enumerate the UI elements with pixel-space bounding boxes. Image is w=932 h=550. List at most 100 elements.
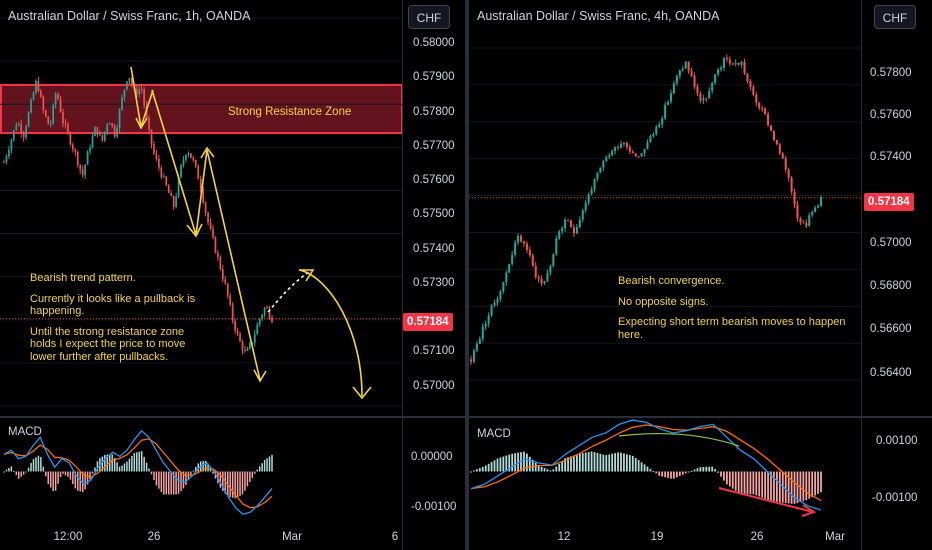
candle-up (116, 128, 118, 137)
candle-up (187, 153, 190, 155)
candle-up (35, 80, 37, 93)
candle-down (3, 162, 5, 164)
candle-down (764, 108, 767, 114)
candle-up (734, 62, 737, 65)
projection-arrow-curve (299, 269, 363, 397)
candle-up (599, 167, 602, 173)
left-chart-panel[interactable]: Australian Dollar / Swiss Franc, 1h, OAN… (0, 0, 465, 550)
macd-histogram-bar-up (696, 468, 699, 472)
candle-up (32, 92, 35, 100)
macd-histogram-bar-down (77, 471, 79, 491)
arrow-head (352, 386, 372, 400)
left-chart-canvas[interactable] (0, 0, 465, 550)
candle-down (96, 127, 99, 136)
macd-histogram-bar-down (74, 471, 77, 489)
macd-histogram-bar-up (552, 469, 555, 472)
candle-up (182, 160, 185, 165)
left-pane-separator[interactable] (0, 416, 465, 418)
macd-histogram-bar-up (476, 469, 478, 472)
right-price-axis[interactable]: 0.57800 0.57600 0.57400 0.57000 0.56800 … (861, 0, 932, 550)
macd-histogram-bar-up (478, 468, 481, 472)
candle-down (59, 98, 62, 113)
candle-up (126, 81, 128, 90)
macd-histogram-bar-down (49, 471, 52, 488)
candle-down (693, 75, 696, 87)
right-chart-canvas[interactable] (469, 0, 932, 550)
macd-histogram-bar-up (268, 456, 271, 472)
macd-histogram-bar-down (743, 471, 746, 495)
candle-up (681, 68, 684, 71)
arrow-head (186, 223, 203, 238)
macd-histogram-bar-up (487, 463, 490, 472)
candle-up (103, 131, 106, 141)
candle-down (525, 243, 528, 250)
candle-up (675, 75, 678, 84)
candle-up (261, 314, 264, 319)
macd-histogram-bar-down (89, 471, 91, 480)
macd-histogram-bar-up (555, 466, 558, 472)
candle-down (113, 126, 116, 137)
candle-up (5, 156, 8, 163)
candle-down (772, 130, 775, 141)
note-line: Until the strong resistance zone holds I… (30, 325, 186, 363)
candle-up (740, 61, 743, 65)
candle-down (231, 304, 234, 321)
candle-down (71, 144, 74, 150)
right-macd-label[interactable]: MACD (477, 428, 511, 440)
macd-histogram-bar-down (678, 471, 681, 477)
arrow-head (801, 504, 817, 517)
macd-histogram-bar-down (758, 471, 761, 497)
candle-down (150, 129, 153, 144)
macd-histogram-bar-up (620, 452, 622, 472)
macd-histogram-bar-down (236, 471, 239, 498)
macd-histogram-bar-up (126, 461, 128, 472)
macd-histogram-bar-down (64, 471, 67, 476)
candle-down (57, 93, 59, 99)
arrow-head (299, 269, 315, 282)
right-currency-button[interactable]: CHF (874, 5, 916, 29)
macd-histogram-bar-up (118, 466, 121, 472)
left-time-tick: 12:00 (53, 531, 83, 543)
left-chart-title: Australian Dollar / Swiss Franc, 1h, OAN… (8, 9, 251, 23)
macd-histogram-bar-up (590, 451, 593, 472)
candle-down (234, 320, 236, 331)
left-currency-button[interactable]: CHF (408, 5, 450, 29)
macd-signal-line (3, 438, 273, 509)
macd-histogram-bar-down (764, 471, 766, 499)
left-time-tick: Mar (282, 531, 302, 543)
left-macd-label[interactable]: MACD (8, 426, 42, 438)
candle-up (86, 151, 89, 165)
candle-down (170, 192, 173, 197)
macd-histogram-bar-down (655, 471, 658, 474)
macd-histogram-bar-down (54, 471, 57, 491)
candle-down (746, 73, 749, 81)
left-price-axis[interactable]: 0.58000 0.57900 0.57800 0.57700 0.57600 … (402, 0, 466, 550)
right-pane-separator[interactable] (469, 416, 932, 418)
right-chart-panel[interactable]: Australian Dollar / Swiss Franc, 4h, OAN… (469, 0, 932, 550)
candle-down (165, 176, 168, 186)
macd-histogram-bar-up (101, 456, 104, 472)
macd-histogram-bar-up (534, 462, 537, 472)
macd-histogram-bar-up (705, 466, 708, 472)
macd-histogram-bar-up (131, 455, 133, 472)
macd-histogram-bar-down (45, 471, 47, 477)
candle-down (111, 123, 114, 127)
candle-up (502, 282, 505, 292)
macd-histogram-bar-up (623, 453, 625, 472)
candle-up (605, 156, 608, 161)
note-line: No opposite signs. (618, 295, 709, 308)
macd-histogram-bar-up (573, 455, 575, 472)
macd-histogram-bar-up (640, 462, 643, 472)
macd-histogram-bar-down (212, 471, 214, 474)
macd-histogram-bar-down (67, 471, 69, 477)
macd-histogram-bar-down (239, 471, 241, 496)
macd-histogram-bar-down (773, 471, 775, 502)
candle-up (552, 254, 555, 266)
candle-up (249, 343, 251, 349)
candle-up (490, 305, 493, 316)
right-macd-tick: 0.00100 (876, 435, 918, 447)
chart-divider[interactable] (465, 0, 469, 550)
macd-histogram-bar-up (514, 453, 516, 472)
candle-up (722, 57, 725, 68)
candle-up (253, 334, 256, 343)
